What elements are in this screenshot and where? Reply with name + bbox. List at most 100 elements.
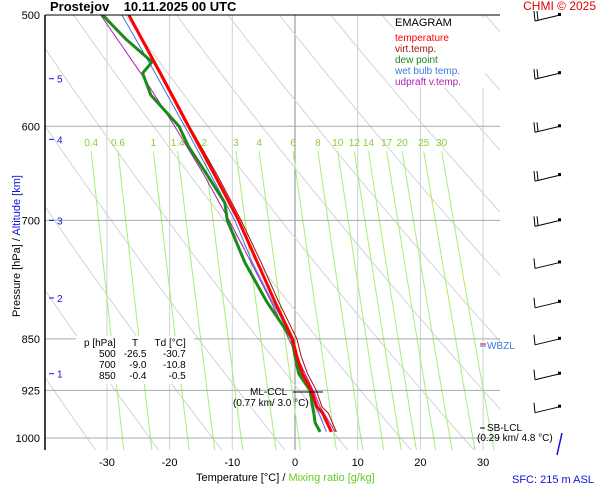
temperature-tick-label: -20: [162, 457, 178, 469]
table-header: p [hPa]: [84, 338, 116, 349]
temperature-tick-label: 30: [477, 457, 489, 469]
wind-barb: [533, 258, 561, 269]
mixing-ratio-tick-label: 4: [256, 138, 262, 149]
legend-item: wet bulb temp.: [395, 66, 461, 77]
barb-dot: [558, 299, 561, 303]
pressure-tick-label: 1000: [16, 433, 40, 445]
mixing-ratio-line: [317, 151, 364, 450]
mixing-ratio-line: [337, 151, 385, 450]
mixing-ratio-line: [367, 151, 417, 450]
table-cell: -0.5: [168, 371, 186, 382]
pressure-tick-label: 700: [22, 215, 40, 227]
pressure-label: Pressure [hPa]: [11, 244, 23, 317]
dry-adiabat: [45, 47, 349, 450]
barb-dot: [558, 71, 561, 75]
barb-dot: [558, 404, 561, 408]
temperature-tick-label: 20: [414, 457, 426, 469]
sb-lcl-value: (0.29 km/ 4.8 °C): [477, 433, 553, 444]
altitude-tick-label: 3: [57, 216, 63, 227]
mixing-ratio-line: [203, 151, 244, 450]
barb-flag: [536, 171, 539, 181]
wind-barb: [533, 122, 561, 133]
dry-adiabat: [45, 289, 160, 450]
temperature-tick-label: 0: [292, 457, 298, 469]
legend-item: temperature: [395, 33, 449, 44]
barb-staff: [534, 125, 561, 133]
table-row: 700 -9.0 -10.8: [80, 360, 190, 371]
separator: /: [282, 472, 286, 484]
legend-title: EMAGRAM: [395, 17, 452, 29]
mixing-ratio-line: [152, 151, 190, 450]
legend-item: virt.temp.: [395, 44, 437, 55]
table-cell: -30.7: [162, 349, 186, 360]
chart-title: Prostejov 10.11.2025 00 UTC: [50, 0, 237, 14]
mixing-ratio-tick-label: 10: [332, 138, 344, 149]
dry-adiabat: [175, 15, 500, 410]
barb-flag: [533, 402, 536, 413]
wind-barb: [533, 297, 561, 309]
dry-adiabat: [45, 376, 97, 450]
table-cell: -9.0: [129, 360, 147, 371]
legend-item: dew point: [395, 55, 438, 66]
series-dew-point-line: [101, 15, 322, 433]
table-row: 850 -0.4 -0.5: [80, 371, 190, 382]
dry-adiabat: [330, 15, 500, 213]
barb-staff: [534, 174, 561, 182]
temperature-tick-label: -10: [224, 457, 240, 469]
mixing-ratio-tick-label: 25: [418, 138, 430, 149]
table-header: Td [°C]: [154, 338, 186, 349]
mixing-ratio-line: [401, 151, 453, 450]
dry-adiabat: [484, 15, 500, 33]
barb-dot: [558, 13, 561, 16]
barb-flag: [536, 216, 539, 226]
barb-flag: [533, 122, 536, 133]
altitude-tick-label: 4: [57, 135, 63, 146]
barb-flag: [533, 297, 536, 308]
mixing-ratio-line: [258, 151, 302, 450]
barb-flag: [536, 69, 539, 79]
mixing-ratio-line: [292, 151, 337, 450]
barb-flag: [533, 334, 536, 345]
y-axis-label: Pressure [hPa] / Altitude [km]: [11, 171, 23, 321]
altitude-label: Altitude [km]: [11, 175, 23, 236]
barb-flag: [536, 10, 539, 21]
altitude-tick-label: 5: [57, 75, 63, 86]
pressure-tick-label: 850: [22, 334, 40, 346]
mixing-ratio-tick-label: 1.4: [171, 138, 185, 149]
barb-dot: [558, 371, 561, 375]
mixing-ratio-tick-label: 0.4: [84, 138, 98, 149]
table-row: 500 -26.5 -30.7: [80, 349, 190, 360]
table-header: T: [132, 338, 139, 349]
wind-barb: [533, 69, 561, 80]
altitude-tick-label: 2: [57, 294, 63, 305]
legend: EMAGRAM temperature virt.temp. dew point we…: [395, 18, 485, 88]
mixing-ratio-line: [423, 151, 476, 450]
barb-dot: [558, 173, 561, 177]
dry-adiabat: [45, 205, 223, 450]
wind-barb: [533, 334, 561, 346]
mixing-ratio-tick-label: 1: [151, 138, 157, 149]
table-cell: -0.4: [129, 371, 147, 382]
mixing-ratio-tick-label: 6: [290, 138, 296, 149]
surface-altitude: SFC: 215 m ASL: [512, 474, 594, 486]
dry-adiabat: [45, 125, 286, 450]
wind-barb: [533, 402, 561, 414]
mixing-ratio-tick-label: 2: [202, 138, 208, 149]
barb-staff: [534, 14, 561, 22]
barb-dot: [558, 124, 561, 128]
wind-barb: [533, 216, 561, 227]
mixing-ratio-line: [90, 151, 125, 450]
mixing-ratio-tick-label: 3: [233, 138, 239, 149]
pressure-tick-label: 500: [22, 10, 40, 22]
table-cell: -10.8: [162, 360, 186, 371]
copyright: CHMI © 2025: [523, 0, 596, 13]
series-udpraft-v-temp--line: [100, 15, 336, 433]
mixing-ratio-line: [235, 151, 277, 450]
barb-dot: [558, 260, 561, 264]
separator: /: [11, 238, 23, 242]
series-temperature-line: [127, 15, 333, 433]
barb-staff: [534, 373, 561, 381]
wind-barb: [556, 432, 563, 456]
mixing-ratio-line: [353, 151, 402, 450]
legend-item: udpraft v.temp.: [395, 77, 461, 88]
